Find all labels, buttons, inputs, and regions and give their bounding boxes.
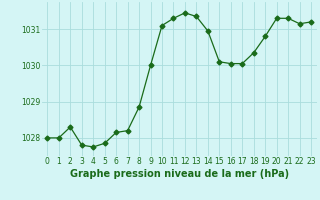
X-axis label: Graphe pression niveau de la mer (hPa): Graphe pression niveau de la mer (hPa)	[70, 169, 289, 179]
